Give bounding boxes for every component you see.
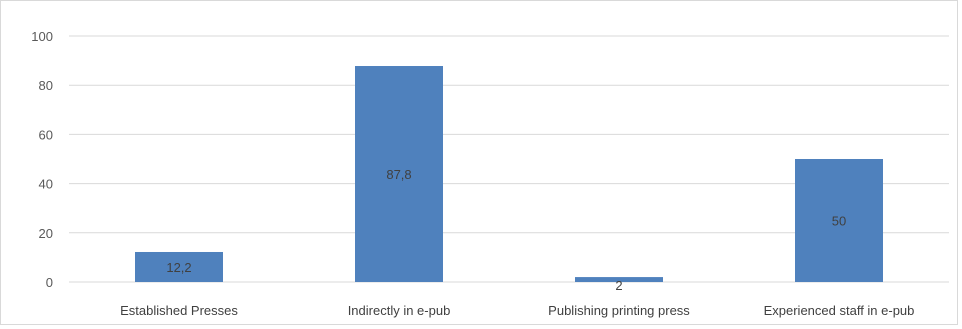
data-label-2: 87,8 <box>386 167 411 182</box>
category-label-3: Publishing printing press <box>548 303 690 318</box>
category-label-4: Experienced staff in e-pub <box>764 303 915 318</box>
y-tick-label: 0 <box>46 275 53 290</box>
data-label-4: 50 <box>832 214 846 229</box>
bars <box>135 66 883 283</box>
bar-3 <box>575 277 663 282</box>
data-labels: 12,2 87,8 2 50 <box>166 167 846 293</box>
y-tick-label: 60 <box>39 127 53 142</box>
y-tick-label: 40 <box>39 177 53 192</box>
bar-1 <box>135 251 223 282</box>
x-axis-categories: Established Presses Indirectly in e-pub Pu… <box>120 303 914 318</box>
data-label-3: 2 <box>615 278 622 293</box>
category-label-2: Indirectly in e-pub <box>348 303 451 318</box>
data-label-1: 12,2 <box>166 260 191 275</box>
y-axis-ticks: 0 20 40 60 80 100 <box>31 29 53 290</box>
bar-2 <box>355 66 443 283</box>
category-label-1: Established Presses <box>120 303 238 318</box>
y-tick-label: 100 <box>31 29 53 44</box>
bar-4 <box>795 159 883 282</box>
y-tick-label: 80 <box>39 78 53 93</box>
y-tick-label: 20 <box>39 226 53 241</box>
